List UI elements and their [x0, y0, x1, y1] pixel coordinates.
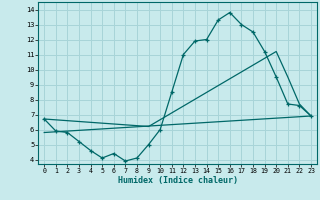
X-axis label: Humidex (Indice chaleur): Humidex (Indice chaleur) — [118, 176, 238, 185]
